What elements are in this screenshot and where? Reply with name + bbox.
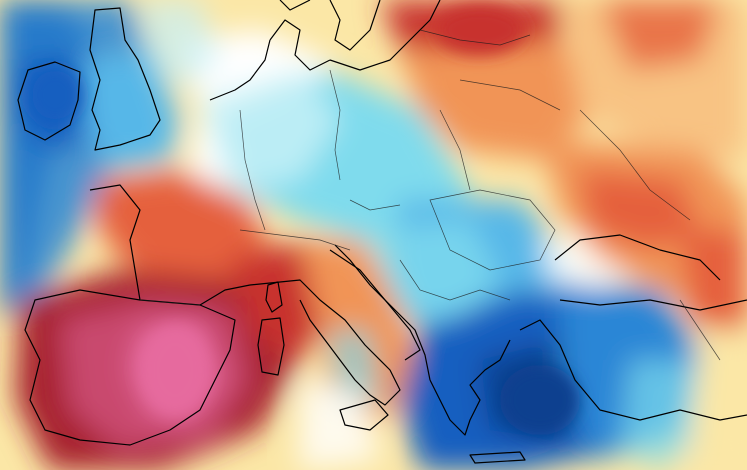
coast-crete bbox=[469, 451, 526, 464]
coast-denmark bbox=[269, 19, 331, 71]
region-france-warm bbox=[95, 170, 270, 290]
coast-sweden bbox=[329, 0, 381, 51]
country-borders bbox=[139, 29, 721, 361]
accent-spain-pink bbox=[140, 325, 210, 415]
border-germany-poland bbox=[329, 69, 341, 181]
accent-ireland-deep bbox=[27, 65, 83, 125]
region-germany-pale bbox=[200, 70, 340, 190]
coast-sardinia bbox=[257, 317, 285, 376]
border-ukraine-russia bbox=[579, 109, 691, 221]
coast-black-sea bbox=[554, 234, 721, 281]
border-baltics bbox=[419, 29, 531, 46]
anomaly-accents bbox=[27, 5, 580, 435]
coast-baltic bbox=[329, 0, 441, 71]
coast-italy bbox=[279, 279, 401, 406]
coast-corsica bbox=[265, 281, 283, 313]
region-russia-red bbox=[600, 0, 720, 70]
accent-aegean-deep bbox=[500, 365, 580, 435]
coast-turkey bbox=[519, 319, 747, 421]
coast-sicily bbox=[339, 399, 389, 431]
border-alps bbox=[239, 229, 351, 251]
region-ukraine-red bbox=[580, 170, 700, 250]
border-france-germany bbox=[239, 109, 266, 231]
border-balkans bbox=[399, 259, 511, 301]
coast-france bbox=[89, 184, 141, 301]
region-ionian-white bbox=[300, 380, 380, 470]
region-britain-cold bbox=[80, 50, 180, 170]
coast-greece bbox=[429, 339, 511, 436]
border-belarus bbox=[459, 79, 561, 111]
accent-baltic-deep-red bbox=[435, 5, 525, 55]
border-austria-hungary bbox=[349, 199, 401, 211]
coast-netherlands bbox=[209, 39, 271, 101]
border-poland-ukraine bbox=[439, 109, 471, 191]
coast-ireland bbox=[17, 61, 81, 141]
region-caucasus-red bbox=[680, 230, 747, 340]
coast-turkey-north bbox=[559, 299, 747, 311]
coast-scandinavia bbox=[279, 0, 311, 11]
coast-adriatic-east bbox=[334, 244, 431, 381]
region-northsea-pale bbox=[140, 0, 220, 90]
coast-britain bbox=[89, 7, 161, 151]
coast-med-france bbox=[199, 281, 281, 306]
border-romania bbox=[429, 189, 556, 271]
border-france-spain bbox=[139, 299, 201, 306]
coastlines bbox=[17, 0, 747, 464]
border-turkey-east bbox=[679, 299, 721, 361]
region-far-east-pale bbox=[690, 330, 747, 470]
